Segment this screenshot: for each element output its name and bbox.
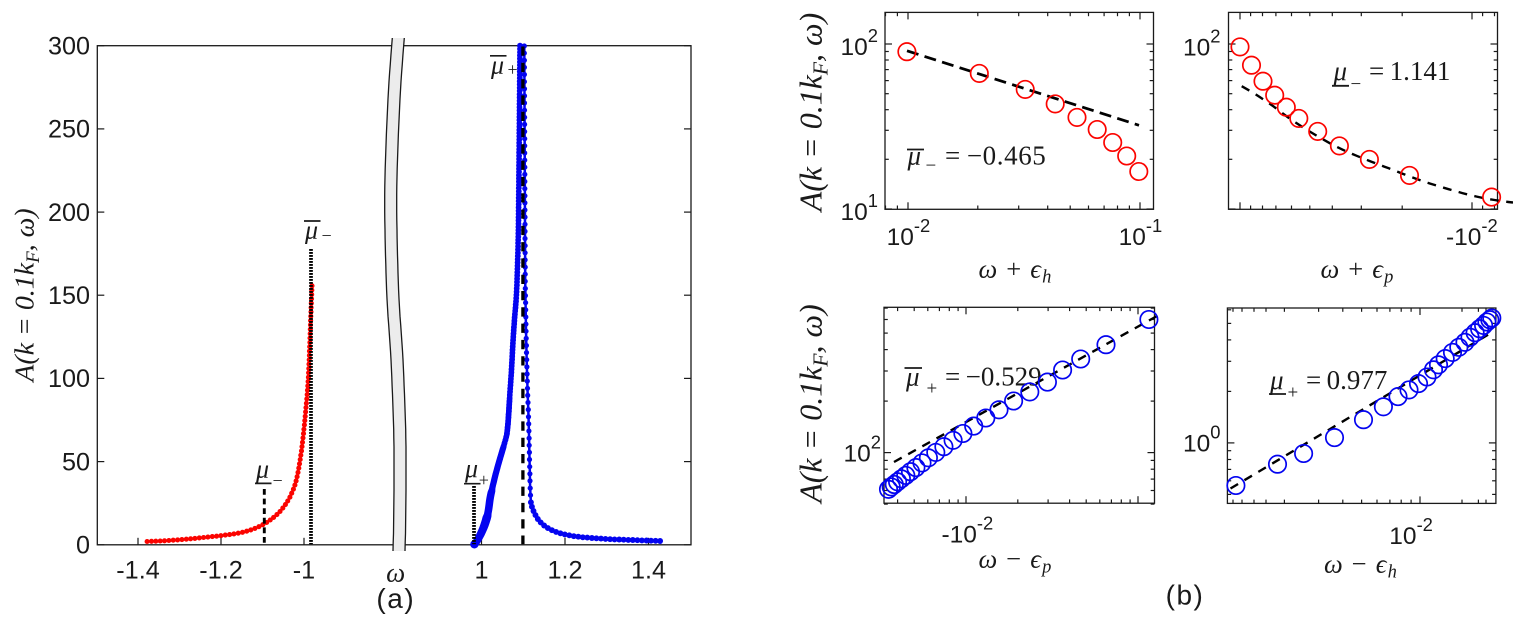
svg-text:ω + ϵp: ω + ϵp <box>1321 254 1395 288</box>
svg-text:(b): (b) <box>1166 580 1205 611</box>
svg-text:μ: μ <box>304 216 318 245</box>
svg-text:250: 250 <box>48 116 90 144</box>
svg-text:-1.2: -1.2 <box>199 557 242 585</box>
svg-text:ω: ω <box>386 558 405 588</box>
svg-text:-1.4: -1.4 <box>116 557 159 585</box>
svg-text:0: 0 <box>76 532 90 560</box>
svg-text:+: + <box>479 470 489 490</box>
svg-text:μ+= 0.977: μ + = 0.977 <box>1269 365 1387 404</box>
svg-text:−: − <box>273 471 283 491</box>
svg-text:50: 50 <box>62 448 90 476</box>
svg-text:300: 300 <box>48 33 90 61</box>
svg-text:A(k = 0.1kF, ω): A(k = 0.1kF, ω) <box>10 208 45 383</box>
svg-text:(a): (a) <box>376 583 415 614</box>
svg-text:+: + <box>508 60 518 80</box>
svg-text:ω − ϵh: ω − ϵh <box>1324 549 1398 583</box>
svg-text:μ: μ <box>490 51 504 80</box>
svg-text:μ−= 1.141: μ − = 1.141 <box>1333 56 1451 95</box>
svg-text:100: 100 <box>48 365 90 393</box>
svg-text:−: − <box>322 226 332 246</box>
svg-text:ω + ϵh: ω + ϵh <box>979 254 1053 288</box>
svg-text:μ: μ <box>255 455 269 484</box>
svg-text:1.4: 1.4 <box>631 557 666 585</box>
svg-text:1: 1 <box>474 557 488 585</box>
svg-text:μ: μ <box>464 454 478 483</box>
svg-text:A(k = 0.1kF, ω): A(k = 0.1kF, ω) <box>793 304 833 505</box>
svg-text:A(k = 0.1kF, ω): A(k = 0.1kF, ω) <box>793 13 833 214</box>
svg-text:μ+= −0.529: μ + = −0.529 <box>905 362 1042 400</box>
svg-text:1.2: 1.2 <box>547 557 582 585</box>
svg-text:ω − ϵp: ω − ϵp <box>979 544 1053 578</box>
svg-text:150: 150 <box>48 282 90 310</box>
svg-text:-1: -1 <box>293 557 315 585</box>
svg-text:μ−= −0.465: μ − = −0.465 <box>907 141 1047 177</box>
svg-text:200: 200 <box>48 199 90 227</box>
